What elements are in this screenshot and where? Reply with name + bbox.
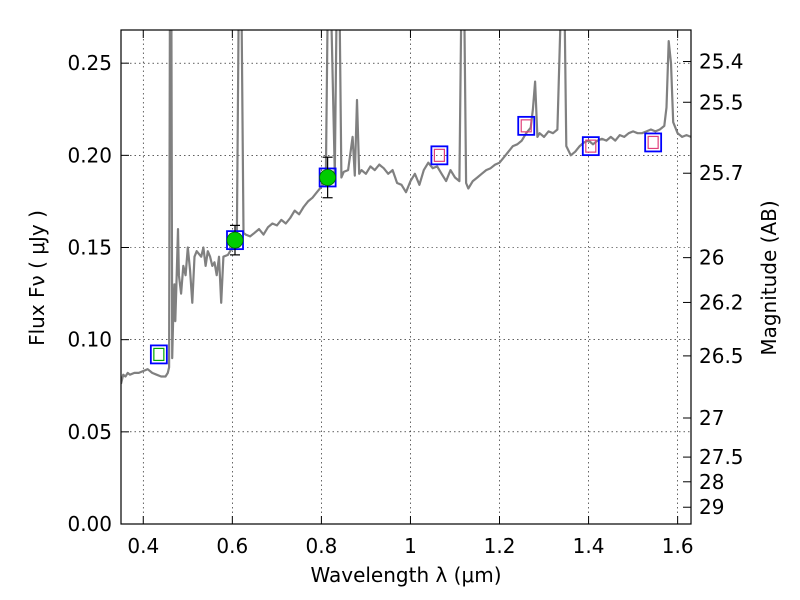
y-axis-right-label: Magnitude (AB): [757, 200, 781, 355]
model-photometry-box: [644, 132, 663, 153]
model-photometry-inner: [647, 135, 659, 150]
magnitude-tick-label: 28: [699, 470, 724, 494]
grid: [121, 30, 691, 525]
model-photometry-inner: [153, 347, 165, 362]
y-tick-label: 0.05: [67, 420, 112, 444]
x-tick-label: 0.8: [305, 534, 337, 558]
x-tick-label: 1.4: [573, 534, 605, 558]
y-tick-label: 0.25: [67, 51, 112, 75]
y-tick-label: 0.00: [67, 512, 112, 536]
magnitude-tick-label: 25.5: [699, 90, 744, 114]
x-tick-label: 1.2: [484, 534, 516, 558]
magnitude-tick-label: 25.4: [699, 50, 744, 74]
x-tick-label: 1: [404, 534, 417, 558]
x-tick-label: 1.6: [662, 534, 694, 558]
y-tick-label: 0.10: [67, 328, 112, 352]
spectrum-layer: [121, 30, 691, 385]
photometry-layer: [149, 115, 663, 365]
magnitude-tick-label: 26.5: [699, 344, 744, 368]
y-tick-label: 0.15: [67, 236, 112, 260]
y-axis-label: Flux Fν ( μJy ): [25, 210, 49, 346]
model-photometry-box: [430, 145, 449, 166]
magnitude-tick-label: 29: [699, 495, 724, 519]
model-photometry-box: [517, 115, 536, 136]
magnitude-tick-label: 27.5: [699, 445, 744, 469]
observed-point: [226, 231, 244, 249]
model-photometry-inner: [520, 119, 532, 133]
magnitude-tick-label: 26.2: [699, 290, 744, 314]
observed-point: [319, 169, 337, 186]
y-tick-label: 0.20: [67, 143, 112, 167]
magnitude-tick-label: 25.7: [699, 161, 744, 185]
magnitude-tick-label: 27: [699, 406, 724, 430]
model-photometry-box: [149, 344, 168, 365]
x-axis-label: Wavelength λ (μm): [310, 563, 501, 587]
x-tick-label: 0.4: [127, 534, 159, 558]
spectrum-line: [121, 30, 691, 385]
model-photometry-box: [581, 136, 600, 157]
tick-labels: 0.4 0.6 0.8 1 1.2 1.4 1.6 0.00 0.05 0.10 0.15 0.20 0…: [67, 50, 743, 558]
model-photometry-inner: [585, 139, 597, 153]
model-photometry-inner: [433, 148, 445, 162]
plot-frame: [120, 29, 692, 525]
x-tick-label: 0.6: [216, 534, 248, 558]
ticks: [121, 30, 691, 525]
magnitude-tick-label: 26: [699, 246, 724, 270]
